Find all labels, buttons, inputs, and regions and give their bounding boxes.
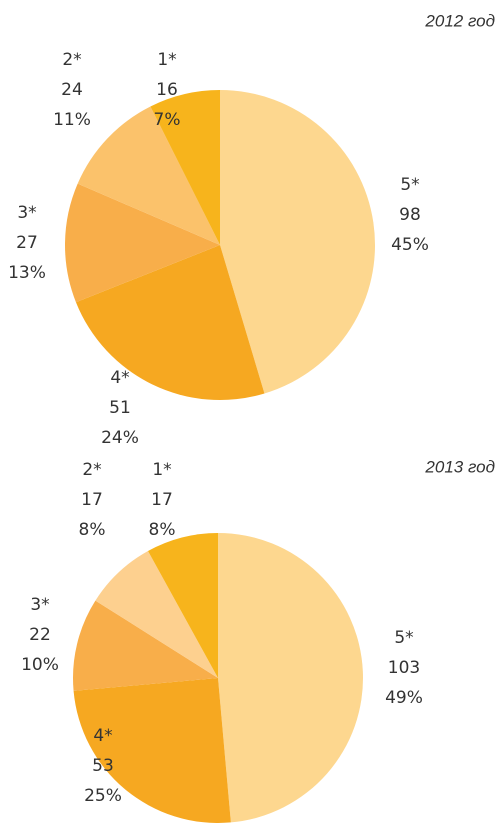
slice-category: 1* [152,460,171,480]
slice-percent: 45% [391,235,429,255]
slice-value: 17 [81,490,103,510]
slice-percent: 8% [149,520,176,540]
chart-title: 2012 год [424,11,495,30]
slice-value: 98 [399,205,421,225]
slice-value: 27 [16,233,38,253]
slice-percent: 7% [154,110,181,130]
slice-percent: 8% [79,520,106,540]
pie-slice [95,551,218,678]
pie-slice [218,533,364,823]
slice-category: 3* [30,595,49,615]
pie-slice [75,245,265,400]
slice-value: 22 [29,625,51,645]
slice-value: 103 [388,658,420,678]
pie-slice [147,533,218,678]
slice-category: 2* [62,50,81,70]
slice-percent: 13% [8,263,46,283]
slice-value: 53 [92,756,114,776]
slice-category: 4* [93,726,112,746]
slice-category: 2* [82,460,101,480]
slice-value: 16 [156,80,178,100]
slice-category: 3* [17,203,36,223]
slice-percent: 25% [84,786,122,806]
pie-slice [65,183,221,303]
slice-percent: 10% [21,655,59,675]
slice-category: 5* [394,628,413,648]
slice-percent: 11% [53,110,91,130]
pie-slice [77,106,220,245]
slice-value: 17 [151,490,173,510]
slice-category: 4* [110,368,129,388]
chart-title: 2013 год [424,457,495,476]
slice-category: 1* [157,50,176,70]
slice-value: 51 [109,398,131,418]
slice-percent: 49% [385,688,423,708]
pie-slice [220,90,375,394]
slice-category: 5* [400,175,419,195]
slice-value: 24 [61,80,83,100]
pie-slice [73,678,231,823]
pie-slice [72,600,218,691]
pie-slice [150,90,220,245]
slice-percent: 24% [101,428,139,448]
